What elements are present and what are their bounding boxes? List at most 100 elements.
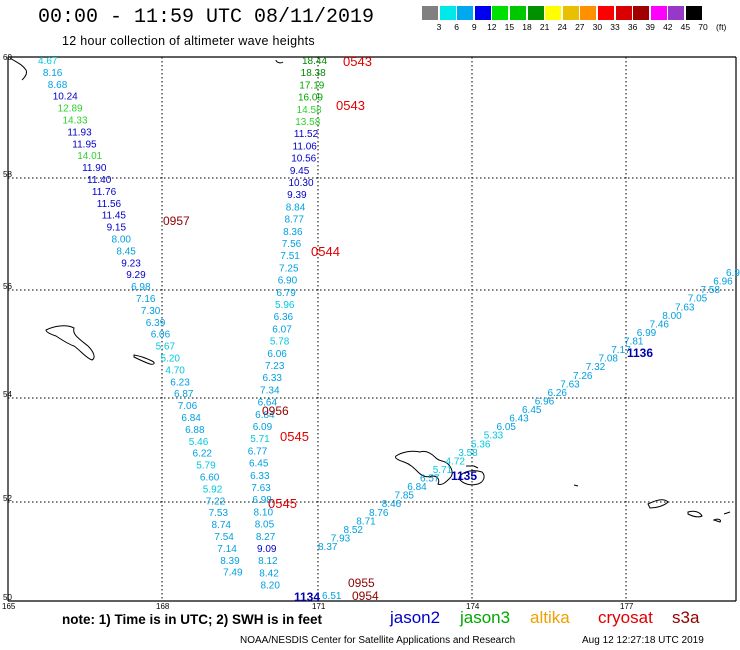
colorbar-swatch: [668, 6, 685, 20]
wave-height-label: 11.52: [294, 129, 319, 140]
wave-height-label: 6.05: [497, 422, 517, 433]
track-time-label: 0954: [352, 589, 379, 603]
wave-height-label: 7.53: [209, 508, 229, 519]
track-time-label: 1136: [627, 346, 653, 360]
colorbar-label: 15: [504, 22, 515, 32]
wave-height-label: 14.58: [297, 105, 322, 116]
wave-height-label: 6.45: [249, 459, 269, 470]
wave-height-label: 5.36: [471, 439, 491, 450]
legend-altika: altika: [530, 608, 570, 627]
wave-height-label: 11.76: [92, 187, 117, 198]
track-time-label: 1134: [294, 590, 320, 604]
credit-line: NOAA/NESDIS Center for Satellite Applica…: [240, 635, 516, 646]
wave-height-label: 6.57: [420, 474, 440, 485]
wave-height-label: 10.24: [53, 92, 78, 103]
colorbar-swatch: [439, 6, 456, 20]
wave-height-label: 6.87: [174, 389, 194, 400]
wave-height-label: 6.90: [278, 276, 298, 287]
wave-height-label: 8.84: [286, 202, 306, 213]
wave-height-label: 7.85: [395, 491, 415, 502]
lon-tick-label: 177: [620, 602, 634, 611]
wave-height-label: 6.36: [274, 312, 294, 323]
wave-height-label: 5.79: [196, 461, 216, 472]
colorbar-label: 12: [487, 22, 497, 32]
wave-height-label: 6.79: [276, 288, 296, 299]
colorbar-label: 24: [557, 22, 567, 32]
wave-height-label: 7.22: [206, 496, 226, 507]
track-time-label: 0543: [336, 98, 365, 113]
wave-height-label: 9.29: [126, 270, 146, 281]
wave-height-label: 8.10: [254, 507, 274, 518]
wave-height-label: 11.90: [82, 163, 107, 174]
wave-height-label: 8.27: [256, 532, 276, 543]
wave-height-label: 8.39: [220, 556, 240, 567]
footer-note: note: 1) Time is in UTC; 2) SWH is in fe…: [62, 612, 323, 627]
wave-height-label: 14.33: [63, 116, 88, 127]
colorbar-label: 36: [627, 22, 638, 32]
wave-height-label: 11.40: [87, 175, 112, 186]
colorbar-label: 42: [663, 22, 673, 32]
colorbar-swatch: [633, 6, 650, 20]
wave-height-label: 8.37: [318, 542, 338, 553]
wave-height-label: 9.09: [257, 544, 277, 555]
lat-tick-label: 54: [3, 390, 12, 399]
colorbar-swatch: [457, 6, 474, 20]
lat-lon-grid: [7, 56, 737, 602]
colorbar-swatch: [562, 6, 579, 20]
wave-height-label: 8.16: [43, 68, 63, 79]
island-attu: [395, 450, 453, 485]
wave-height-label: 7.49: [223, 568, 243, 579]
wave-height-label: 7.32: [586, 362, 606, 373]
wave-height-label: 6.96: [535, 396, 555, 407]
wave-height-label: 6.22: [193, 449, 213, 460]
coastlines: [9, 57, 731, 523]
track-time-label: 0545: [280, 429, 309, 444]
colorbar-swatch: [422, 6, 438, 20]
colorbar-unit: (ft): [716, 22, 727, 32]
wave-height-label: 11.06: [293, 141, 318, 152]
wave-height-label: 6.43: [509, 414, 529, 425]
wave-height-label: 11.95: [72, 139, 97, 150]
lon-tick-label: 168: [156, 602, 170, 611]
wave-height-label: 8.74: [212, 520, 232, 531]
colorbar-label: 6: [454, 22, 459, 32]
wave-height-label: 7.34: [260, 385, 280, 396]
colorbar-swatch: [686, 6, 702, 20]
wave-height-label: 8.68: [48, 80, 68, 91]
wave-height-label: 8.00: [662, 311, 682, 322]
wave-height-label: 7.26: [573, 371, 593, 382]
wave-height-label: 4.70: [165, 365, 185, 376]
wave-height-label: 7.51: [280, 251, 300, 262]
track-time-label: 0545: [268, 496, 297, 511]
colorbar-swatch: [580, 6, 597, 20]
track-time-label: 0955: [348, 576, 375, 590]
island-rat-2: [712, 518, 721, 523]
island-medny: [133, 354, 155, 365]
colorbar-swatch: [527, 6, 544, 20]
wave-height-label: 7.63: [251, 483, 271, 494]
colorbar-swatch: [545, 6, 562, 20]
wave-height-label: 7.93: [331, 533, 351, 544]
wave-height-label: 11.56: [97, 199, 122, 210]
wave-height-label: 8.71: [356, 516, 376, 527]
wave-height-label: 8.00: [112, 235, 132, 246]
wave-height-label: 8.77: [284, 215, 304, 226]
lon-tick-label: 174: [466, 602, 480, 611]
colorbar-label: 9: [471, 22, 477, 32]
wave-height-label: 16.09: [298, 93, 323, 104]
island-commander-bering: [45, 325, 95, 361]
wave-height-label: 3.58: [458, 448, 478, 459]
wave-height-label: 11.45: [102, 211, 127, 222]
wave-height-label: 6.26: [548, 388, 568, 399]
wave-height-label: 6.64: [258, 398, 278, 409]
wave-height-label: 18.38: [301, 68, 326, 79]
wave-height-label: 6.98: [252, 495, 272, 506]
lat-tick-label: 60: [3, 53, 12, 62]
wave-height-label: 8.46: [382, 499, 402, 510]
colorbar-label: 3: [436, 22, 442, 32]
wave-height-label: 12.89: [58, 104, 83, 115]
wave-height-label: 7.23: [265, 361, 285, 372]
wave-height-label: 9.23: [121, 258, 141, 269]
page-title: 00:00 - 11:59 UTC 08/11/2019: [38, 6, 375, 29]
